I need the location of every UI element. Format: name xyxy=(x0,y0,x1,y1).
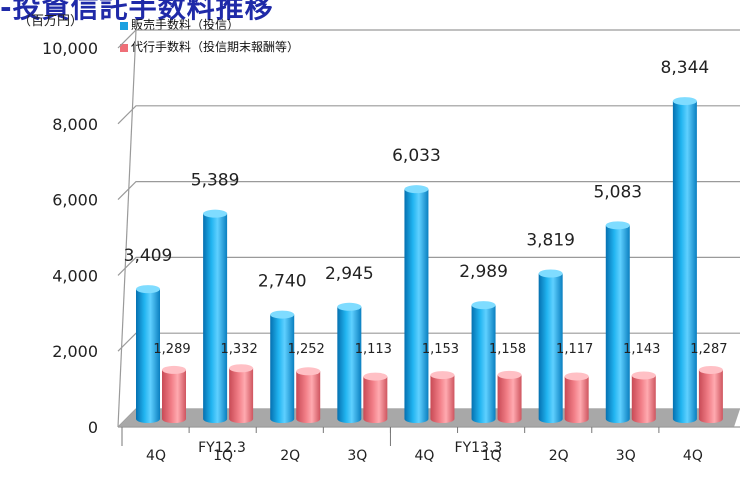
legend-label-sales: 販売手数料（投信） xyxy=(131,18,240,32)
x-tick-label: 2Q xyxy=(280,448,300,464)
chart-title-fragment: -投資信託手数料推移 xyxy=(0,0,274,24)
data-label-agency: 1,332 xyxy=(221,342,258,357)
x-tick-label: 4Q xyxy=(683,448,703,464)
y-axis: 0 2,000 4,000 6,000 8,000 10,000 xyxy=(42,29,740,437)
legend-label-agency: 代行手数料（投信期末報酬等） xyxy=(131,40,300,54)
grid-line xyxy=(117,181,740,201)
bar-agency xyxy=(430,371,455,423)
y-tick-label: 8,000 xyxy=(52,115,98,134)
legend-swatch-sales xyxy=(120,21,128,30)
bar-agency xyxy=(363,372,388,423)
data-label-sales: 2,740 xyxy=(258,272,307,292)
bar-sales xyxy=(337,302,362,423)
unit-label: （百万円） xyxy=(18,14,84,29)
data-label-agency: 1,117 xyxy=(556,342,593,357)
x-tick-label: 4Q xyxy=(414,448,434,464)
x-tick-label: 1Q xyxy=(482,448,502,464)
x-tick-label: 3Q xyxy=(616,448,636,464)
bar-sales xyxy=(538,269,563,423)
grid-line xyxy=(117,256,740,276)
bar-sales xyxy=(136,285,160,423)
bar-sales xyxy=(203,209,228,423)
bar-sales xyxy=(270,310,295,423)
bar-agency xyxy=(229,364,254,423)
y-tick-label: 4,000 xyxy=(52,266,98,285)
x-tick-label: 4Q xyxy=(146,448,166,464)
data-label-agency: 1,252 xyxy=(288,342,325,357)
y-tick-label: 10,000 xyxy=(42,39,98,58)
data-labels: 3,409 1,289 5,389 1,332 2,740 1,252 2,945 1,113… xyxy=(124,58,728,357)
data-label-sales: 5,389 xyxy=(191,171,240,191)
legend-item-agency: 代行手数料（投信期末報酬等） xyxy=(120,38,299,55)
data-label-agency: 1,143 xyxy=(623,342,660,357)
data-label-sales: 3,409 xyxy=(124,246,173,266)
data-label-sales: 2,989 xyxy=(459,262,508,282)
x-tick-label: 1Q xyxy=(213,448,233,464)
data-label-agency: 1,113 xyxy=(355,342,392,357)
data-label-agency: 1,289 xyxy=(153,342,190,357)
bar-sales xyxy=(471,301,496,423)
bar-agency xyxy=(162,365,186,423)
x-tick-label: 2Q xyxy=(549,448,569,464)
group-label: FY12.3 xyxy=(198,440,246,456)
grid-line xyxy=(117,105,740,125)
y-tick-label: 0 xyxy=(88,418,98,437)
bar-agency xyxy=(497,370,522,423)
y-tick-label: 2,000 xyxy=(52,342,98,361)
data-label-sales: 3,819 xyxy=(526,230,575,250)
data-label-sales: 2,945 xyxy=(325,264,374,284)
x-axis: 4Q 1Q 2Q 3Q 4Q 1Q 2Q 3Q 4Q FY12.3 FY13.3 xyxy=(121,427,703,464)
bar-agency xyxy=(564,372,589,423)
bar-agency xyxy=(631,371,656,423)
grid-line xyxy=(117,29,740,49)
data-label-sales: 5,083 xyxy=(593,182,642,202)
bars xyxy=(136,97,723,423)
bar-agency xyxy=(698,365,723,423)
data-label-sales: 6,033 xyxy=(392,146,441,166)
data-label-agency: 1,158 xyxy=(489,342,526,357)
bar-sales xyxy=(404,185,429,423)
data-label-sales: 8,344 xyxy=(661,58,710,78)
bar-agency xyxy=(296,367,321,423)
bar-sales xyxy=(672,97,697,423)
data-label-agency: 1,287 xyxy=(690,342,727,357)
y-tick-label: 6,000 xyxy=(52,191,98,210)
data-label-agency: 1,153 xyxy=(422,342,459,357)
legend-item-sales: 販売手数料（投信） xyxy=(120,16,239,33)
legend-swatch-agency xyxy=(120,43,128,52)
x-tick-label: 3Q xyxy=(347,448,367,464)
group-label: FY13.3 xyxy=(455,440,503,456)
bar-sales xyxy=(605,221,630,423)
y-axis-line xyxy=(117,29,137,428)
